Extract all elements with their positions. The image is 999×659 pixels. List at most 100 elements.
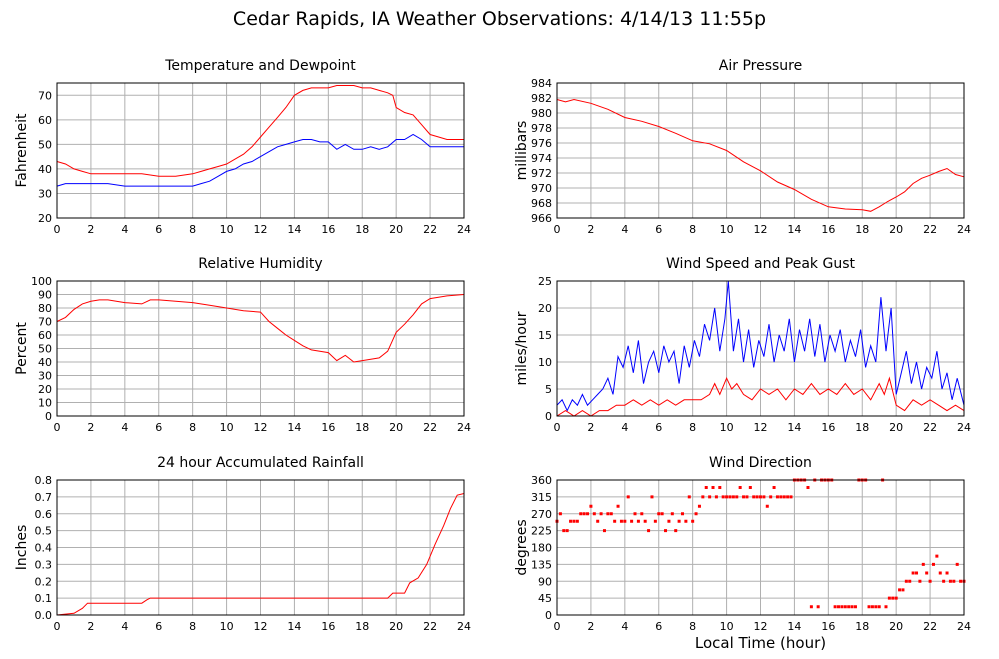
data-point bbox=[833, 605, 837, 609]
y-tick-label: 20 bbox=[38, 383, 52, 396]
x-tick-label: 8 bbox=[189, 223, 196, 236]
x-tick-label: 16 bbox=[321, 421, 335, 434]
data-point bbox=[945, 571, 949, 575]
data-point bbox=[562, 529, 566, 533]
x-tick-label: 0 bbox=[554, 620, 561, 633]
y-tick-label: 60 bbox=[38, 114, 52, 127]
data-point bbox=[606, 512, 610, 516]
data-point bbox=[931, 562, 935, 566]
data-point bbox=[592, 512, 596, 516]
plot-frame bbox=[556, 479, 965, 616]
data-point bbox=[901, 588, 905, 592]
data-point bbox=[745, 495, 749, 499]
data-point bbox=[708, 495, 712, 499]
y-tick-label: 70 bbox=[38, 316, 52, 329]
x-tick-label: 0 bbox=[54, 421, 61, 434]
y-tick-label: 100 bbox=[31, 275, 52, 288]
y-tick-label: 970 bbox=[531, 182, 552, 195]
y-axis-label: Inches bbox=[14, 525, 30, 570]
y-tick-label: 0.2 bbox=[35, 575, 53, 588]
data-point bbox=[786, 495, 790, 499]
y-tick-label: 50 bbox=[38, 343, 52, 356]
x-tick-label: 24 bbox=[457, 223, 471, 236]
x-tick-label: 20 bbox=[389, 223, 403, 236]
data-point bbox=[657, 512, 661, 516]
data-point bbox=[636, 519, 640, 523]
x-tick-label: 4 bbox=[621, 421, 628, 434]
x-tick-label: 20 bbox=[389, 620, 403, 633]
data-point bbox=[853, 605, 857, 609]
data-point bbox=[596, 519, 600, 523]
x-tick-label: 14 bbox=[287, 620, 301, 633]
x-tick-label: 14 bbox=[787, 620, 801, 633]
data-point bbox=[775, 495, 779, 499]
data-point bbox=[664, 529, 668, 533]
rainfall-chart: 24 hour Accumulated Rainfall Inches 0.0 0.1… bbox=[14, 455, 471, 633]
series-line-1 bbox=[556, 98, 965, 212]
data-point bbox=[623, 519, 627, 523]
data-point bbox=[837, 605, 841, 609]
x-tick-label: 8 bbox=[189, 421, 196, 434]
y-tick-label: 135 bbox=[531, 558, 552, 571]
temperature-dewpoint-chart: Temperature and DewpointFahrenheit203040… bbox=[14, 58, 471, 236]
data-point bbox=[772, 486, 776, 489]
data-point bbox=[721, 495, 725, 499]
y-tick-label: 0.7 bbox=[35, 491, 53, 504]
data-point bbox=[687, 495, 691, 499]
data-point bbox=[908, 579, 912, 583]
x-tick-label: 24 bbox=[457, 620, 471, 633]
x-tick-label: 12 bbox=[254, 421, 268, 434]
data-point bbox=[602, 529, 606, 533]
x-tick-label: 20 bbox=[889, 620, 903, 633]
x-tick-label: 4 bbox=[621, 223, 628, 236]
data-point bbox=[887, 596, 891, 600]
data-point bbox=[619, 519, 623, 523]
x-tick-label: 18 bbox=[355, 223, 369, 236]
x-tick-label: 10 bbox=[720, 421, 734, 434]
data-point bbox=[948, 579, 952, 583]
x-tick-label: 6 bbox=[155, 223, 162, 236]
y-tick-label: 0 bbox=[45, 410, 52, 423]
series-line-2 bbox=[56, 133, 464, 187]
data-point bbox=[718, 486, 722, 489]
data-point bbox=[921, 562, 925, 566]
y-tick-label: 30 bbox=[38, 370, 52, 383]
data-point bbox=[728, 495, 732, 499]
x-tick-label: 8 bbox=[689, 620, 696, 633]
y-tick-label: 90 bbox=[538, 575, 552, 588]
x-tick-label: 18 bbox=[855, 421, 869, 434]
chart-title: Air Pressure bbox=[719, 58, 802, 74]
x-tick-label: 18 bbox=[355, 421, 369, 434]
x-tick-label: 2 bbox=[587, 421, 594, 434]
x-tick-label: 6 bbox=[155, 421, 162, 434]
x-tick-label: 20 bbox=[889, 223, 903, 236]
x-tick-label: 2 bbox=[587, 620, 594, 633]
data-point bbox=[752, 495, 756, 499]
y-tick-label: 966 bbox=[531, 212, 552, 225]
data-point bbox=[586, 512, 590, 516]
x-tick-label: 6 bbox=[155, 620, 162, 633]
x-tick-label: 8 bbox=[689, 421, 696, 434]
x-tick-label: 24 bbox=[957, 421, 971, 434]
y-tick-label: 5 bbox=[545, 383, 552, 396]
data-point bbox=[558, 512, 562, 516]
x-axis-title: Local Time (hour) bbox=[694, 634, 827, 652]
data-point bbox=[884, 605, 888, 609]
x-tick-label: 14 bbox=[787, 421, 801, 434]
plot-frame bbox=[556, 280, 965, 417]
data-point bbox=[904, 579, 908, 583]
series-line-1 bbox=[56, 493, 465, 616]
chart-title: Wind Speed and Peak Gust bbox=[666, 256, 855, 272]
page-title: Cedar Rapids, IA Weather Observations: 4… bbox=[232, 8, 767, 30]
y-tick-label: 974 bbox=[531, 152, 552, 165]
data-point bbox=[565, 529, 569, 533]
y-tick-label: 0.5 bbox=[35, 525, 53, 538]
x-tick-label: 22 bbox=[423, 421, 437, 434]
chart-title: 24 hour Accumulated Rainfall bbox=[157, 455, 364, 471]
wind-speed-gust-chart: Wind Speed and Peak Gust miles/hour 0 5 10 15… bbox=[514, 256, 971, 434]
data-point bbox=[694, 512, 698, 516]
y-tick-label: 70 bbox=[38, 89, 52, 102]
data-point bbox=[630, 519, 634, 523]
data-point bbox=[915, 571, 919, 575]
